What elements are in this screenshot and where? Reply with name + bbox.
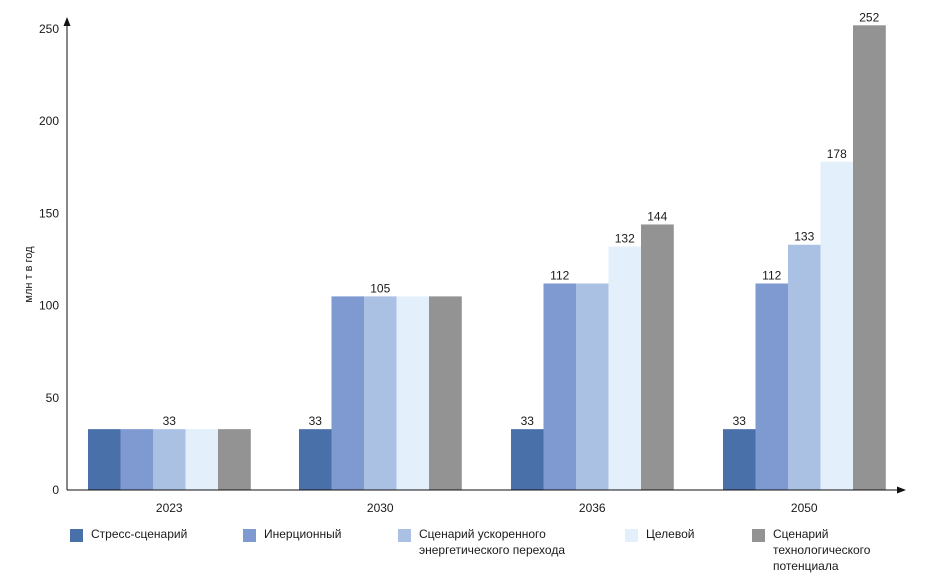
legend-swatch [243,529,256,542]
data-label: 144 [647,209,667,223]
y-axis-title: млн т в год [23,246,35,303]
bar [576,283,609,490]
bar [788,244,821,490]
legend-label: Сценарий ускоренного энергетического пер… [419,527,565,557]
chart-plot: 0 50 100 150 200 250 млн т в год 33 33 105 33 112… [23,10,906,515]
bar [429,296,462,490]
data-label: 132 [615,232,635,246]
bars [88,25,886,491]
bar [364,296,397,490]
data-label: 252 [859,10,879,24]
legend-item: Целевой [625,526,694,542]
y-tick-label: 100 [39,299,59,313]
bar [641,224,674,491]
data-label: 133 [794,230,814,244]
x-tick-label: 2036 [579,501,606,515]
bar [120,429,154,490]
y-tick-label: 150 [39,206,59,220]
legend-item: Стресс-сценарий [70,526,187,542]
y-tick-label: 0 [52,483,59,497]
bar [153,429,186,490]
data-label: 33 [309,414,323,428]
bar [218,429,251,490]
x-tick-label: 2050 [791,501,818,515]
y-axis-ticks: 0 50 100 150 200 250 [39,22,59,497]
legend: Стресс-сценарий Инерционный Сценарий ускор… [0,526,927,584]
legend-swatch [752,529,765,542]
data-label: 33 [733,414,747,428]
bar [331,296,365,490]
bar [396,296,430,490]
data-labels: 33 33 105 33 112 132 144 33 112 133 178 252 [163,10,880,428]
bar [185,429,219,490]
y-axis-arrow-icon [63,17,71,26]
bar [755,283,789,490]
bar [853,25,886,490]
bar [299,429,332,490]
legend-item: Сценарий технологического потенциала [752,526,870,574]
data-label: 112 [550,268,569,282]
y-tick-label: 200 [39,114,59,128]
data-label: 33 [163,414,177,428]
y-tick-label: 50 [46,391,60,405]
bar [88,429,121,490]
legend-swatch [625,529,638,542]
legend-label: Целевой [646,527,695,541]
legend-label: Инерционный [264,527,342,541]
x-tick-label: 2023 [156,501,183,515]
x-axis-arrow-icon [897,486,906,494]
legend-label: Сценарий технологического потенциала [773,527,871,573]
x-axis-labels: 2023 2030 2036 2050 [156,501,818,515]
data-label: 105 [370,281,390,295]
bar [543,283,577,490]
data-label: 112 [762,268,781,282]
legend-item: Инерционный [243,526,341,542]
legend-swatch [398,529,411,542]
legend-swatch [70,529,83,542]
legend-item: Сценарий ускоренного энергетического пер… [398,526,565,558]
x-tick-label: 2030 [367,501,394,515]
bar [608,246,642,490]
data-label: 33 [521,414,535,428]
bar [820,161,854,490]
bar [723,429,756,490]
bar [511,429,544,490]
legend-label: Стресс-сценарий [91,527,188,541]
y-tick-label: 250 [39,22,59,36]
data-label: 178 [827,147,847,161]
